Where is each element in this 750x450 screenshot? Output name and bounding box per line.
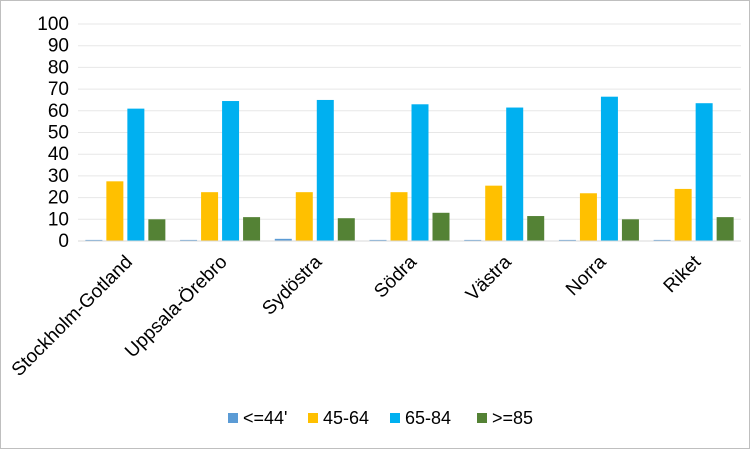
bar: [148, 219, 166, 241]
bar: [222, 101, 240, 241]
bar: [243, 217, 261, 241]
bar: [411, 104, 429, 241]
y-tick-label: 40: [48, 144, 69, 165]
bar: [274, 238, 292, 241]
y-tick-label: 80: [48, 57, 69, 78]
bar: [337, 218, 355, 241]
category-label: Södra: [370, 251, 421, 302]
y-tick-label: 10: [48, 209, 69, 230]
bar: [201, 192, 219, 241]
bar: [432, 212, 450, 241]
category-label: Sydöstra: [258, 251, 326, 319]
legend-label: >=85: [492, 408, 533, 428]
y-tick-label: 100: [37, 14, 69, 35]
y-tick-label: 20: [48, 188, 69, 209]
bar: [653, 239, 671, 241]
y-tick-label: 50: [48, 123, 69, 144]
bar: [716, 217, 734, 241]
bar: [506, 107, 524, 241]
category-label: Norra: [562, 251, 611, 300]
bar: [180, 239, 198, 241]
bar: [558, 239, 576, 241]
category-label: Riket: [660, 251, 706, 297]
y-tick-label: 0: [58, 231, 69, 252]
bar: [295, 192, 313, 241]
y-tick-label: 90: [48, 36, 69, 57]
legend-label: 45-64: [323, 408, 369, 428]
bar: [695, 103, 713, 241]
y-tick-label: 60: [48, 101, 69, 122]
bar: [390, 192, 408, 241]
bar: [600, 96, 618, 241]
category-label: Västra: [462, 251, 516, 305]
y-tick-label: 30: [48, 166, 69, 187]
legend-swatch: [477, 413, 487, 423]
legend-swatch: [390, 413, 400, 423]
bar: [127, 108, 145, 241]
legend-label: 65-84: [405, 408, 451, 428]
legend-swatch: [228, 413, 238, 423]
bar: [527, 216, 545, 241]
category-label: Uppsala-Örebro: [121, 252, 231, 362]
category-label: Stockholm-Gotland: [8, 252, 137, 381]
legend-label: <=44': [243, 408, 287, 428]
bar: [85, 239, 103, 241]
bar: [674, 188, 692, 241]
bar: [106, 181, 124, 241]
bar: [369, 239, 387, 241]
bar: [464, 239, 482, 241]
y-tick-label: 70: [48, 79, 69, 100]
bar: [621, 219, 639, 241]
bar: [485, 185, 503, 241]
bar: [316, 99, 334, 241]
legend-swatch: [308, 413, 318, 423]
bar: [579, 193, 597, 241]
